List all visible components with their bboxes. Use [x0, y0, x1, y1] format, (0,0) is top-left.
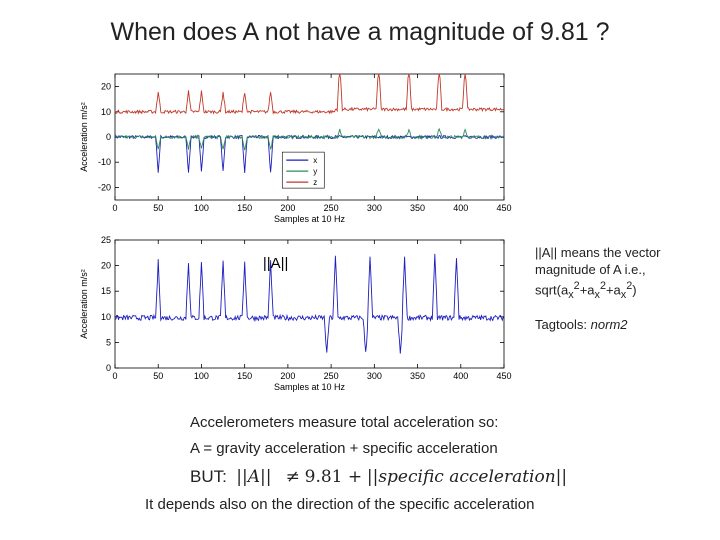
tagtools-note: Tagtools: norm2	[535, 316, 628, 332]
norm-a-symbol: ||A||	[236, 467, 272, 487]
x-tick-label: 250	[324, 371, 339, 381]
y-tick-label: 10	[101, 107, 111, 117]
y-tick-label: 20	[101, 261, 111, 271]
y-tick-label: 0	[106, 132, 111, 142]
y-axis-label: Acceleration m/s²	[79, 269, 89, 339]
x-tick-label: 0	[112, 203, 117, 213]
chart-xyz-acceleration: 0 50 100 150 200 250 300 350 400 450 -20 -10 0 10 20 Sa…	[79, 73, 512, 224]
x-tick-label: 100	[194, 371, 209, 381]
x-tick-label: 400	[453, 203, 468, 213]
side-notes: ||A|| means the vector magnitude of A i.…	[535, 244, 715, 333]
x-tick-label: 50	[153, 203, 163, 213]
side-note-line2: magnitude of A i.e.,	[535, 262, 646, 277]
legend-label: z	[313, 178, 317, 187]
x-tick-label: 300	[367, 203, 382, 213]
side-note-formula: sqrt(ax2+ax2+ax2)	[535, 280, 637, 301]
y-tick-label: 20	[101, 82, 111, 92]
bottom-line2: A = gravity acceleration + specific acce…	[190, 440, 498, 457]
norm-specific-symbol: ||specific acceleration||	[366, 467, 568, 487]
chart-magnitude: 0 50 100 150 200 250 300 350 400 450 0 5 10 15 20 25 Sam…	[79, 235, 512, 392]
y-tick-label: 15	[101, 286, 111, 296]
bottom-line1: Accelerometers measure total acceleratio…	[190, 414, 499, 431]
x-tick-label: 0	[112, 371, 117, 381]
tagtools-function: norm2	[590, 316, 628, 332]
side-note-line1: ||A|| means the vector	[535, 245, 661, 260]
y-tick-label: -10	[98, 157, 111, 167]
x-tick-label: 150	[237, 203, 252, 213]
x-tick-label: 400	[453, 371, 468, 381]
bottom-line4: It depends also on the direction of the …	[145, 496, 535, 513]
x-tick-label: 300	[367, 371, 382, 381]
x-tick-label: 350	[410, 203, 425, 213]
legend	[281, 151, 325, 189]
y-tick-label: 10	[101, 312, 111, 322]
x-tick-label: 250	[324, 203, 339, 213]
y-tick-label: 0	[106, 363, 111, 373]
x-axis-label: Samples at 10 Hz	[274, 214, 346, 224]
series-line-norm-norm-Anorm-norm-	[114, 253, 505, 354]
x-tick-label: 450	[496, 203, 511, 213]
x-tick-label: 50	[153, 371, 163, 381]
x-tick-label: 450	[496, 371, 511, 381]
legend-label: x	[313, 156, 317, 165]
x-tick-label: 200	[280, 371, 295, 381]
series-line-y	[114, 127, 505, 151]
x-tick-label: 200	[280, 203, 295, 213]
x-tick-label: 100	[194, 203, 209, 213]
series-line-z	[114, 73, 505, 115]
not-equal-symbol: ≠	[285, 467, 300, 487]
slide-title: When does A not have a magnitude of 9.81…	[110, 18, 610, 46]
y-tick-label: 25	[101, 235, 111, 245]
y-tick-label: -20	[98, 182, 111, 192]
x-axis-label: Samples at 10 Hz	[274, 382, 346, 392]
legend-label: y	[313, 167, 317, 176]
x-tick-label: 350	[410, 371, 425, 381]
y-axis-label: Acceleration m/s²	[79, 102, 89, 172]
chart-annotation: ||A||	[263, 255, 289, 272]
charts-area: 0 50 100 150 200 250 300 350 400 450-20-1001020Sa…	[79, 73, 512, 392]
plot-frame	[114, 239, 505, 369]
y-tick-label: 5	[106, 337, 111, 347]
bottom-line3: BUT: ||A|| ≠ 9.81 + ||specific accelerat…	[190, 467, 568, 487]
x-tick-label: 150	[237, 371, 252, 381]
